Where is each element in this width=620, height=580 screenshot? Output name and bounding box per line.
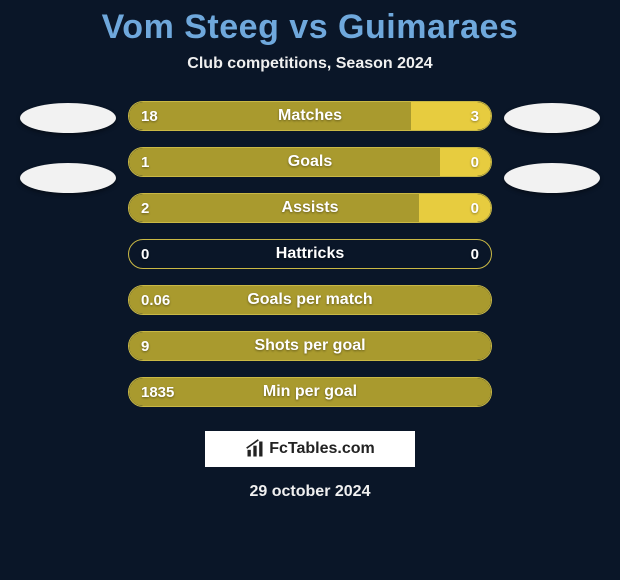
page-subtitle: Club competitions, Season 2024 (0, 55, 620, 73)
stat-label: Goals per match (247, 291, 372, 309)
footer-date: 29 october 2024 (0, 483, 620, 501)
stat-value-right: 3 (471, 108, 479, 125)
stat-bars: Matches183Goals10Assists20Hattricks00Goa… (128, 101, 492, 407)
bar-chart-icon (245, 439, 265, 459)
stat-fill-left (129, 148, 440, 176)
player-placeholder-left-1 (20, 103, 116, 133)
player-placeholder-right-1 (504, 103, 600, 133)
header: Vom Steeg vs Guimaraes Club competitions… (0, 0, 620, 73)
stat-bar: Goals per match 0.06 (128, 285, 492, 315)
player-placeholder-left-2 (20, 163, 116, 193)
page-title: Vom Steeg vs Guimaraes (0, 8, 620, 47)
stat-bar: Assists 2 0 (128, 193, 492, 223)
stat-value-left: 1835 (141, 384, 174, 401)
stat-bar: Goals 1 0 (128, 147, 492, 177)
stat-label: Goals (288, 153, 332, 171)
stat-value-right: 0 (471, 154, 479, 171)
stat-fill-right (411, 102, 491, 130)
left-player-col (8, 101, 128, 193)
stat-value-left: 9 (141, 338, 149, 355)
stat-fill-right (419, 194, 491, 222)
stat-bar: Shots per goal 9 (128, 331, 492, 361)
stat-value-left: 1 (141, 154, 149, 171)
brand-badge[interactable]: FcTables.com (205, 431, 415, 467)
stat-fill-left (129, 102, 411, 130)
stat-fill-right (440, 148, 491, 176)
stat-label: Min per goal (263, 383, 357, 401)
stat-label: Assists (282, 199, 339, 217)
stat-label: Hattricks (276, 245, 344, 263)
stat-value-left: 2 (141, 200, 149, 217)
comparison-area: Matches183Goals10Assists20Hattricks00Goa… (0, 101, 620, 407)
stat-bar: Hattricks 0 0 (128, 239, 492, 269)
stat-label: Matches (278, 107, 342, 125)
brand-text: FcTables.com (269, 440, 375, 458)
stat-bar: Min per goal 1835 (128, 377, 492, 407)
stat-value-left: 0.06 (141, 292, 170, 309)
stat-label: Shots per goal (254, 337, 365, 355)
stat-bar: Matches 18 3 (128, 101, 492, 131)
player-placeholder-right-2 (504, 163, 600, 193)
right-player-col (492, 101, 612, 193)
stat-value-left: 18 (141, 108, 158, 125)
stat-value-right: 0 (471, 200, 479, 217)
stat-value-right: 0 (471, 246, 479, 263)
stat-value-left: 0 (141, 246, 149, 263)
stat-fill-left (129, 194, 419, 222)
